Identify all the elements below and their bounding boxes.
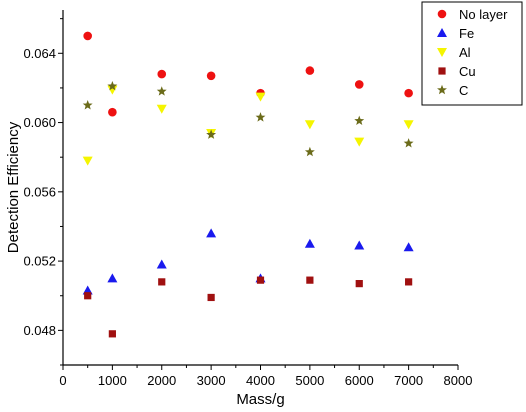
x-tick-label: 5000 (295, 373, 324, 388)
data-point (256, 276, 265, 284)
data-point (156, 104, 167, 114)
y-tick-label: 0.056 (23, 184, 56, 199)
legend-label: Fe (459, 26, 474, 41)
data-point (82, 156, 93, 166)
data-point (255, 112, 266, 122)
data-point (156, 259, 167, 269)
legend-label: Al (459, 45, 471, 60)
data-point (107, 273, 118, 283)
series-fe (82, 228, 414, 295)
legend: No layer Fe Al Cu C (421, 1, 523, 106)
data-point (207, 293, 215, 302)
y-axis: 0.048 0.052 0.056 0.060 0.064 (23, 18, 63, 366)
legend-marker (437, 48, 447, 57)
data-point (108, 107, 117, 117)
data-point (206, 71, 216, 81)
data-point (255, 92, 266, 102)
legend-label: No layer (459, 7, 508, 22)
x-axis: 0 1000 2000 3000 4000 5000 6000 7000 8000 (59, 365, 472, 388)
data-point (405, 278, 413, 286)
legend-item: Al (437, 45, 471, 60)
legend-item: Cu (438, 64, 476, 79)
data-point (355, 280, 363, 288)
series-layer (82, 31, 414, 338)
data-point (206, 228, 217, 238)
data-point (157, 69, 167, 79)
data-point (158, 278, 166, 286)
x-tick-label: 8000 (444, 373, 473, 388)
legend-box (421, 1, 523, 106)
data-point (107, 85, 118, 95)
x-tick-label: 1000 (98, 373, 127, 388)
data-point (354, 115, 365, 126)
data-point (206, 129, 217, 139)
legend-marker (437, 28, 447, 37)
y-axis-title: Detection Efficiency (5, 121, 22, 253)
data-point (304, 238, 315, 248)
y-tick-label: 0.048 (23, 323, 56, 338)
data-point (306, 276, 314, 284)
data-point (403, 242, 414, 252)
data-point (354, 137, 365, 147)
data-point (84, 292, 92, 300)
data-point (108, 330, 116, 338)
legend-label: Cu (459, 64, 476, 79)
data-point (107, 81, 118, 91)
legend-marker (437, 84, 447, 95)
legend-item: Fe (437, 26, 474, 41)
x-tick-label: 7000 (394, 373, 423, 388)
data-point (403, 138, 414, 148)
series-no-layer (83, 31, 413, 117)
legend-item: No layer (437, 7, 508, 22)
legend-label: C (459, 83, 468, 98)
plot-frame (62, 10, 458, 366)
data-point (404, 88, 413, 98)
x-tick-label: 2000 (147, 373, 176, 388)
data-point (354, 80, 364, 89)
y-tick-label: 0.052 (23, 254, 56, 269)
x-axis-title: Mass/g (236, 391, 284, 408)
data-point (83, 31, 92, 41)
legend-item: C (437, 83, 468, 98)
series-cu (84, 276, 413, 338)
x-tick-label: 3000 (197, 373, 226, 388)
data-point (82, 100, 93, 110)
data-point (304, 120, 315, 130)
data-point (304, 146, 315, 157)
x-tick-label: 4000 (246, 373, 275, 388)
series-al (82, 85, 414, 166)
data-point (305, 66, 315, 75)
y-tick-label: 0.060 (23, 115, 56, 130)
y-tick-label: 0.064 (23, 46, 56, 61)
series-c (82, 81, 414, 157)
legend-marker (437, 9, 447, 19)
data-point (354, 240, 365, 250)
x-tick-label: 6000 (345, 373, 374, 388)
x-tick-label: 0 (59, 373, 66, 388)
data-point (156, 86, 167, 96)
legend-marker (438, 67, 446, 75)
data-point (403, 120, 414, 130)
